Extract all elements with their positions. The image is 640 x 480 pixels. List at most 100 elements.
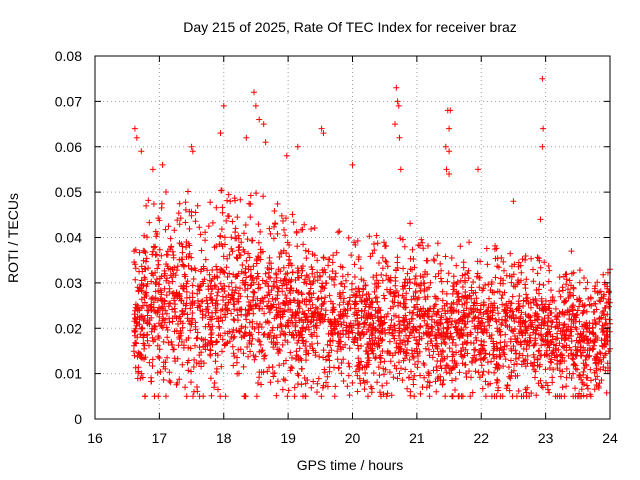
data-point: [285, 323, 292, 330]
data-point: [178, 297, 185, 304]
data-point: [411, 264, 418, 271]
data-point: [270, 344, 277, 351]
data-point: [209, 219, 216, 226]
data-point: [304, 377, 311, 383]
data-point: [508, 372, 515, 379]
data-point: [305, 274, 312, 280]
data-point: [426, 393, 433, 400]
data-point: [570, 302, 577, 309]
data-point: [226, 328, 233, 335]
data-point: [362, 282, 369, 289]
data-point: [356, 362, 363, 368]
data-point: [205, 309, 212, 316]
data-point: [313, 322, 320, 329]
data-point: [133, 134, 140, 141]
data-point: [139, 313, 146, 320]
data-point: [438, 332, 445, 339]
data-point: [306, 298, 313, 305]
data-point: [188, 368, 194, 375]
data-point: [527, 332, 534, 339]
data-point: [138, 148, 145, 155]
data-point: [506, 387, 513, 394]
data-point: [191, 356, 198, 363]
data-point: [135, 370, 142, 376]
data-point: [425, 370, 432, 377]
data-point: [392, 350, 399, 356]
data-point: [142, 354, 149, 361]
data-point: [354, 237, 361, 244]
data-point: [433, 388, 440, 395]
data-point: [154, 369, 161, 376]
data-point: [265, 274, 272, 280]
data-point: [594, 279, 601, 286]
data-point: [164, 275, 170, 282]
data-point: [425, 325, 432, 332]
data-point: [426, 284, 432, 291]
y-axis-ticks: 00.010.020.030.040.050.060.070.08: [55, 48, 610, 427]
data-point: [301, 279, 308, 286]
y-tick-label: 0.01: [55, 366, 82, 382]
data-point: [182, 219, 189, 226]
data-point: [537, 331, 544, 338]
data-point: [282, 331, 289, 338]
data-point: [483, 245, 490, 252]
data-point: [376, 260, 382, 266]
data-point: [488, 358, 495, 365]
data-point: [332, 383, 339, 390]
data-point: [366, 322, 373, 329]
data-point: [294, 340, 301, 346]
data-point: [301, 221, 308, 228]
data-point: [400, 286, 407, 292]
data-point: [558, 351, 565, 358]
data-point: [510, 283, 517, 290]
data-point: [444, 278, 451, 285]
data-point: [283, 215, 289, 222]
data-point: [202, 323, 209, 330]
data-point: [240, 246, 247, 253]
data-point: [443, 166, 450, 173]
data-point: [361, 307, 368, 314]
data-point: [381, 358, 388, 365]
data-point: [279, 341, 286, 348]
data-point: [577, 347, 584, 354]
data-point: [468, 306, 475, 313]
data-point: [298, 331, 305, 338]
data-point: [503, 300, 510, 307]
data-point: [561, 337, 568, 344]
data-point: [397, 235, 404, 242]
data-point: [152, 252, 159, 259]
data-point: [396, 321, 403, 328]
data-point: [600, 354, 607, 361]
data-point: [433, 364, 440, 370]
data-point: [302, 314, 309, 321]
data-point: [338, 346, 344, 353]
data-point: [439, 381, 446, 387]
data-point: [537, 264, 544, 271]
data-point: [386, 369, 393, 376]
data-point: [340, 289, 346, 296]
data-point: [266, 309, 273, 316]
data-point: [158, 200, 165, 207]
data-point: [443, 362, 450, 369]
data-point: [441, 339, 448, 346]
data-point: [149, 363, 156, 369]
data-point: [537, 352, 544, 359]
data-point: [314, 277, 321, 284]
data-point: [255, 337, 262, 343]
data-point: [242, 222, 249, 228]
data-point: [547, 358, 554, 365]
data-point: [190, 276, 197, 282]
data-point: [159, 161, 166, 168]
data-point: [148, 278, 155, 285]
data-point: [579, 310, 586, 317]
data-point: [253, 256, 260, 263]
data-point: [248, 341, 255, 348]
data-point: [405, 338, 412, 345]
data-point: [577, 372, 584, 379]
x-tick-label: 18: [216, 430, 232, 446]
y-tick-label: 0.07: [55, 93, 82, 109]
data-point: [416, 329, 423, 336]
data-point: [378, 337, 385, 344]
data-point: [159, 311, 166, 318]
data-point: [536, 363, 543, 370]
